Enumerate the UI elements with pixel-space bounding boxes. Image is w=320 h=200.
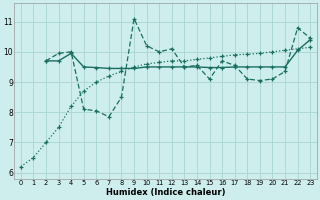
X-axis label: Humidex (Indice chaleur): Humidex (Indice chaleur) — [106, 188, 225, 197]
